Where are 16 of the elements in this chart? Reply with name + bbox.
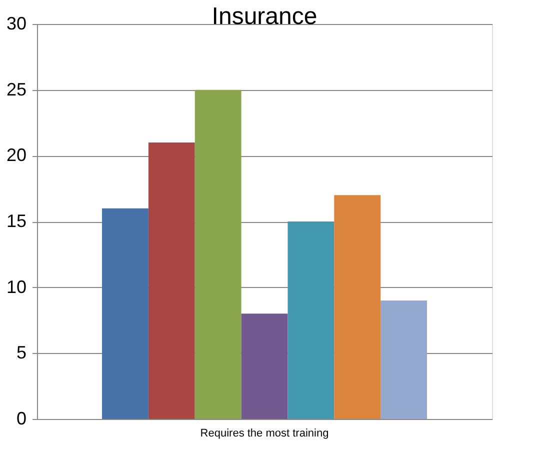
x-tick-label: Requires the most training bbox=[200, 428, 329, 440]
bar bbox=[194, 90, 242, 419]
bar bbox=[148, 142, 195, 419]
y-tick-label: 0 bbox=[16, 408, 26, 428]
y-tick-label: 10 bbox=[6, 276, 26, 297]
bar bbox=[334, 195, 381, 419]
y-tick-label: 5 bbox=[16, 342, 26, 363]
y-tick-label: 20 bbox=[6, 145, 26, 166]
y-tick-label: 30 bbox=[6, 14, 26, 34]
chart-title: Insurance bbox=[212, 3, 318, 30]
bar bbox=[380, 300, 427, 419]
y-tick-label: 25 bbox=[6, 79, 26, 100]
bar bbox=[241, 314, 288, 419]
y-tick-label: 15 bbox=[6, 211, 26, 231]
bar bbox=[288, 222, 334, 419]
bar bbox=[102, 208, 148, 419]
